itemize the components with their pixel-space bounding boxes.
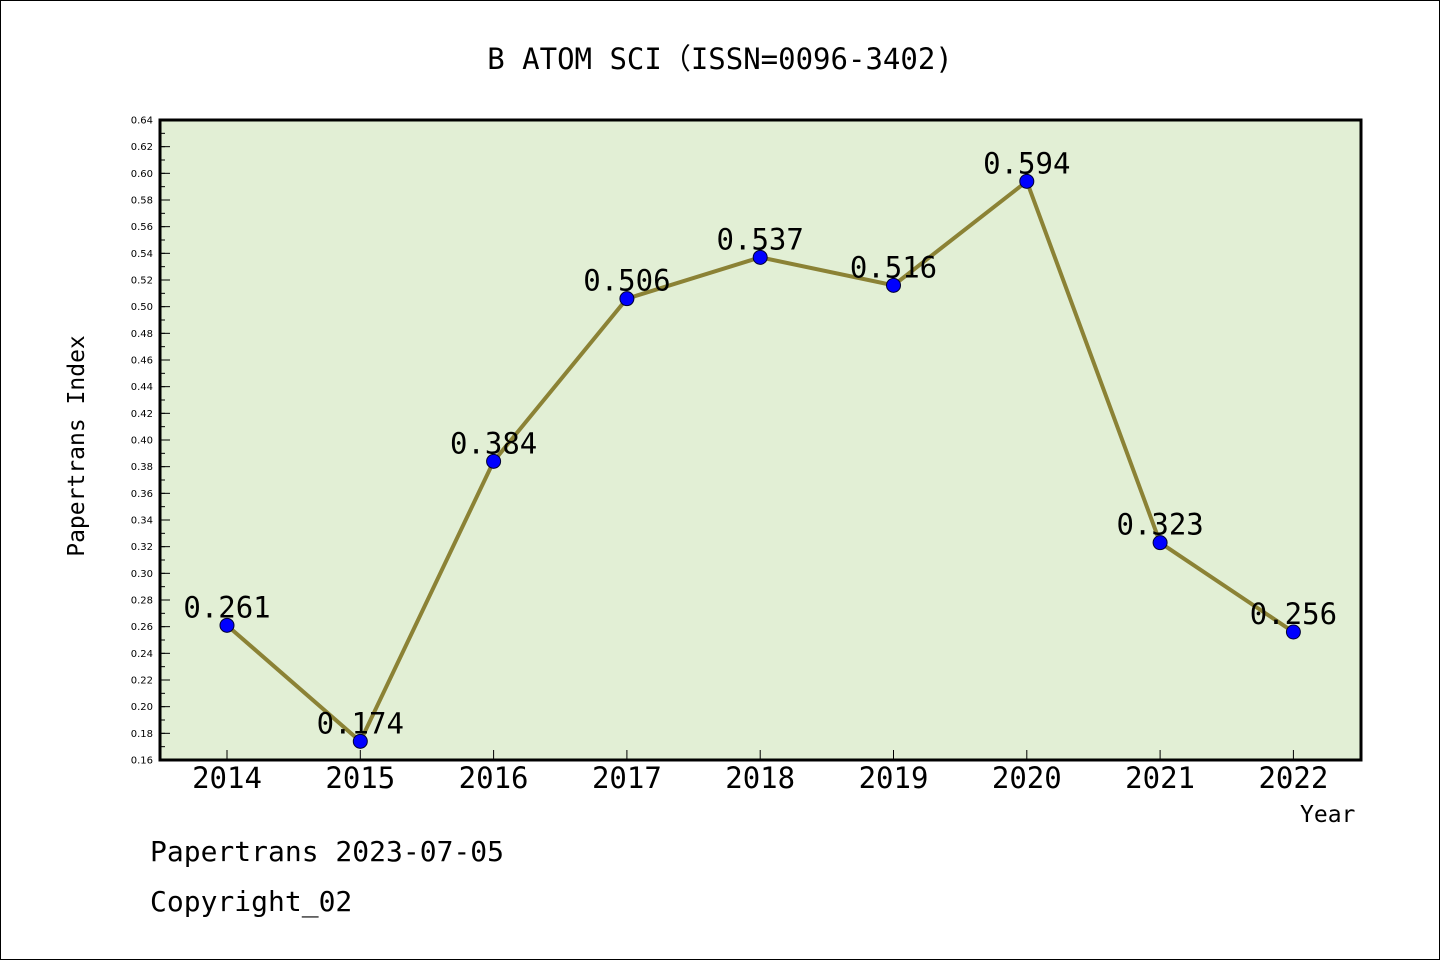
data-point [1152,535,1168,551]
y-tick-label: 0.18 [131,729,153,740]
y-tick-label: 0.38 [131,462,153,473]
y-tick-label: 0.54 [131,249,153,260]
y-tick-label: 0.30 [131,569,153,580]
data-label: 0.261 [183,590,270,624]
y-axis-ticks: 0.16 0.18 0.20 0.22 0.24 0.26 0.28 0.30 0.32 0.34… [131,116,170,767]
plot-area [160,120,1361,760]
data-label: 0.516 [850,250,937,284]
data-label: 0.594 [983,146,1070,180]
data-point [486,453,502,469]
data-labels: 0.261 0.174 0.384 0.506 0.537 0.516 0.594 0.323… [183,146,1337,740]
y-tick-label: 0.16 [131,756,153,767]
x-axis-label: Year [1300,802,1356,828]
y-tick-label: 0.52 [131,276,153,287]
data-point [352,733,368,749]
chart-title: B ATOM SCI（ISSN=0096-3402) [487,42,953,76]
footer-date: Papertrans 2023-07-05 [150,835,505,868]
data-point [1285,624,1301,640]
y-tick-label: 0.22 [131,676,153,687]
data-points [219,173,1301,749]
y-tick-label: 0.50 [131,302,153,313]
y-tick-label: 0.60 [131,169,153,180]
data-point [619,291,635,307]
data-label: 0.256 [1250,597,1337,631]
x-tick-label: 2016 [459,761,529,795]
y-tick-label: 0.24 [131,649,153,660]
y-tick-label: 0.26 [131,622,153,633]
y-tick-label: 0.44 [131,382,153,393]
data-label: 0.506 [583,264,670,298]
y-tick-label: 0.40 [131,436,153,447]
y-tick-label: 0.58 [131,196,153,207]
y-tick-label: 0.62 [131,142,153,153]
y-tick-label: 0.42 [131,409,153,420]
data-point [886,277,901,293]
x-tick-label: 2022 [1258,761,1328,795]
plot-border [158,118,1363,762]
x-tick-label: 2021 [1125,761,1195,795]
x-tick-label: 2015 [325,761,395,795]
y-tick-label: 0.56 [131,222,153,233]
y-tick-label: 0.32 [131,542,153,553]
data-label: 0.537 [717,222,804,256]
y-tick-label: 0.36 [131,489,153,500]
data-point [1019,173,1035,189]
data-label: 0.384 [450,426,537,460]
y-tick-label: 0.28 [131,596,153,607]
x-tick-label: 2018 [725,761,795,795]
y-tick-label: 0.20 [131,702,153,713]
y-tick-label: 0.46 [131,356,153,367]
y-tick-label: 0.48 [131,329,153,340]
data-point [752,249,768,265]
x-tick-label: 2014 [192,761,262,795]
y-tick-label: 0.64 [131,116,153,127]
data-label: 0.174 [317,706,404,740]
data-point [219,617,235,633]
y-tick-label: 0.34 [131,516,153,527]
x-axis-ticks: 2014 2015 2016 2017 2018 2019 2020 2021 2022 [192,750,1328,795]
x-tick-label: 2019 [859,761,929,795]
data-label: 0.323 [1116,508,1203,542]
x-tick-label: 2020 [992,761,1062,795]
footer-copyright: Copyright_02 [150,885,353,918]
x-tick-label: 2017 [592,761,662,795]
